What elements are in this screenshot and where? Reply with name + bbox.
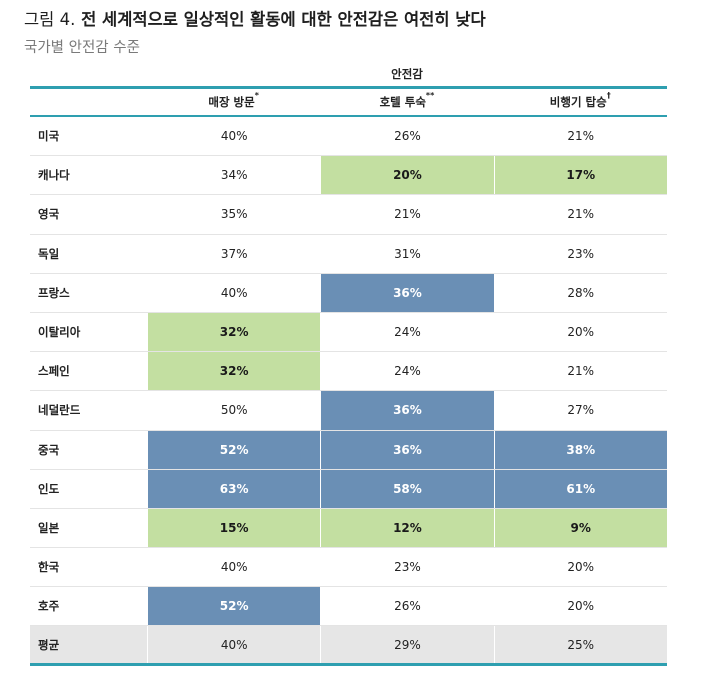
value-cell: 28%: [493, 273, 667, 312]
table-row: 캐나다 34% 20% 17%: [30, 156, 667, 196]
group-header: 안전감: [391, 67, 423, 81]
value-cell: 50%: [147, 391, 320, 430]
value-cell: 12%: [320, 508, 494, 548]
country-label: 중국: [38, 442, 60, 457]
value-cell: 40%: [147, 626, 320, 664]
safety-table: 안전감 매장 방문* 호텔 투숙** 비행기 탑승† 미국 40% 26% 21% 캐나…: [30, 62, 667, 667]
value-cell: 58%: [320, 469, 494, 508]
table-row: 스페인 32% 24% 21%: [30, 352, 667, 392]
table-row: 호주 52% 26% 20%: [30, 587, 667, 627]
value-cell: 25%: [493, 626, 667, 664]
value-cell: 37%: [147, 234, 320, 273]
header-rule: [30, 115, 667, 117]
country-label: 평균: [38, 637, 60, 652]
column-header-flight: 비행기 탑승†: [549, 91, 611, 109]
value-cell: 26%: [320, 587, 493, 626]
value-cell: 36%: [320, 430, 494, 469]
value-cell: 34%: [147, 156, 320, 195]
column-header-store: 매장 방문*: [208, 91, 259, 109]
column-header-row: 매장 방문* 호텔 투숙** 비행기 탑승†: [30, 89, 667, 115]
value-cell: 21%: [320, 195, 493, 234]
value-cell: 27%: [493, 391, 667, 430]
value-cell: 20%: [493, 312, 667, 352]
value-cell: 63%: [147, 469, 321, 508]
average-row: 평균 40% 29% 25%: [30, 626, 667, 667]
figure-title-text: 전 세계적으로 일상적인 활동에 대한 안전감은 여전히 낮다: [81, 10, 486, 29]
top-rule: [30, 86, 667, 89]
column-header-hotel: 호텔 투숙**: [379, 91, 435, 109]
column-header-country: [30, 89, 147, 115]
value-cell: 38%: [493, 430, 667, 469]
table-row: 중국 52% 36% 38%: [30, 430, 667, 470]
table-body: 미국 40% 26% 21% 캐나다 34% 20% 17% 영국 35% 21% 21% 독일 37% 3…: [30, 117, 667, 667]
value-cell: 23%: [320, 548, 493, 587]
value-cell: 17%: [493, 156, 667, 195]
value-cell: 21%: [493, 117, 667, 156]
figure-label: 그림 4.: [24, 10, 76, 29]
value-cell: 52%: [147, 430, 321, 469]
country-label: 독일: [38, 246, 60, 261]
value-cell: 61%: [493, 469, 667, 508]
country-label: 인도: [38, 481, 60, 496]
value-cell: 40%: [147, 273, 320, 312]
value-cell: 52%: [147, 587, 321, 626]
country-label: 캐나다: [38, 168, 70, 183]
figure-subtitle: 국가별 안전감 수준: [24, 40, 140, 56]
value-cell: 35%: [147, 195, 320, 234]
country-label: 한국: [38, 560, 60, 575]
value-cell: 32%: [147, 312, 321, 352]
value-cell: 20%: [320, 156, 494, 195]
value-cell: 31%: [320, 234, 493, 273]
country-label: 영국: [38, 207, 60, 222]
country-label: 네덜란드: [38, 403, 81, 418]
value-cell: 29%: [320, 626, 493, 664]
table-row: 미국 40% 26% 21%: [30, 117, 667, 157]
value-cell: 9%: [493, 508, 667, 548]
table-row: 한국 40% 23% 20%: [30, 548, 667, 588]
value-cell: 20%: [493, 548, 667, 587]
value-cell: 40%: [147, 548, 320, 587]
value-cell: 21%: [493, 352, 667, 391]
table-row: 일본 15% 12% 9%: [30, 508, 667, 549]
value-cell: 36%: [320, 391, 494, 430]
value-cell: 23%: [493, 234, 667, 273]
country-label: 스페인: [38, 364, 70, 379]
value-cell: 36%: [320, 273, 494, 312]
country-label: 프랑스: [38, 285, 70, 300]
country-label: 일본: [38, 520, 60, 535]
value-cell: 32%: [147, 352, 321, 391]
value-cell: 40%: [147, 117, 320, 156]
table-row: 이탈리아 32% 24% 20%: [30, 312, 667, 353]
table-row: 인도 63% 58% 61%: [30, 469, 667, 509]
table-row: 독일 37% 31% 23%: [30, 234, 667, 274]
figure-title: 그림 4. 전 세계적으로 일상적인 활동에 대한 안전감은 여전히 낮다: [24, 6, 486, 30]
table-row: 네덜란드 50% 36% 27%: [30, 391, 667, 431]
value-cell: 20%: [493, 587, 667, 626]
value-cell: 21%: [493, 195, 667, 234]
country-label: 미국: [38, 129, 60, 144]
table-row: 프랑스 40% 36% 28%: [30, 273, 667, 313]
value-cell: 24%: [320, 312, 493, 352]
value-cell: 15%: [147, 508, 321, 548]
table-row: 영국 35% 21% 21%: [30, 195, 667, 235]
value-cell: 24%: [320, 352, 493, 391]
country-label: 호주: [38, 599, 60, 614]
value-cell: 26%: [320, 117, 493, 156]
country-label: 이탈리아: [38, 325, 81, 340]
